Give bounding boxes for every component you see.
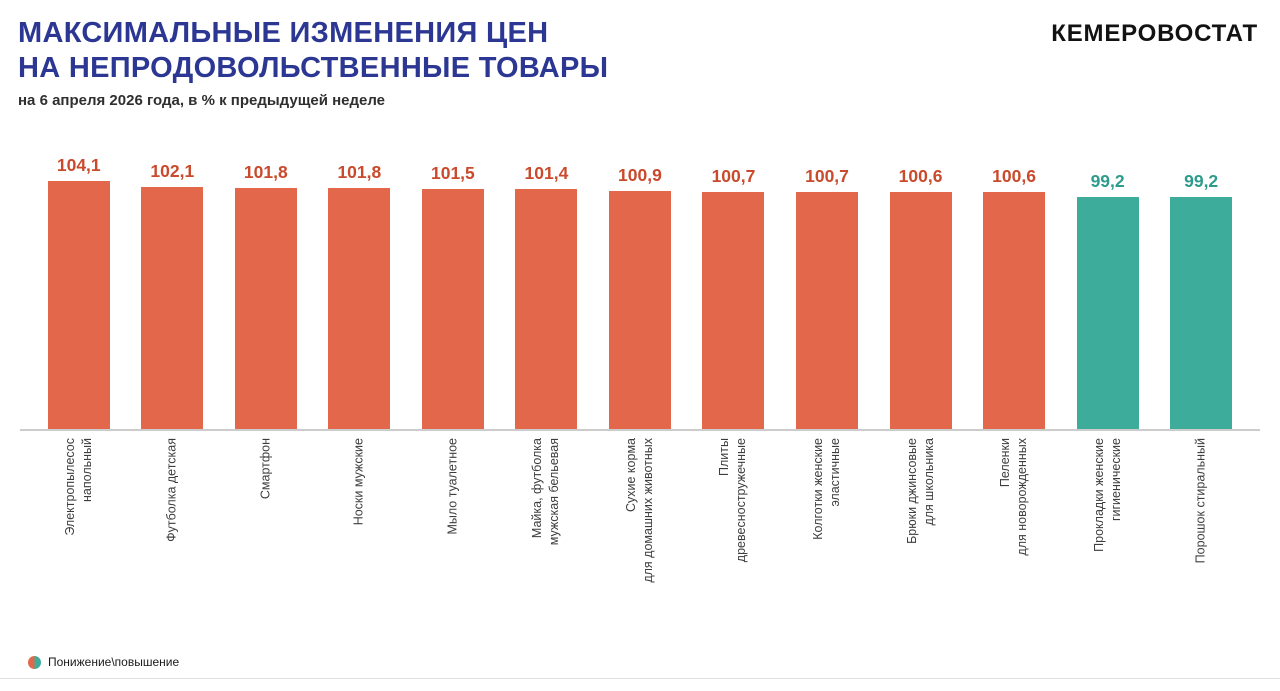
bar	[889, 192, 952, 429]
bar-category-label: Колготки женские эластичные	[780, 431, 874, 643]
bar-column: 100,6	[874, 166, 968, 429]
bar-category-label: Смартфон	[219, 431, 313, 643]
page-title-line2: НА НЕПРОДОВОЛЬСТВЕННЫЕ ТОВАРЫ	[18, 51, 609, 84]
bar-column: 99,2	[1061, 171, 1155, 429]
bar-column: 100,9	[593, 165, 687, 429]
bar-category-text: Плиты древесностружечные	[717, 437, 749, 562]
legend-color-dot-icon	[28, 655, 41, 669]
bar-category-text: Прокладки женские гигиенические	[1091, 437, 1123, 552]
legend: Понижение\повышение	[28, 655, 179, 669]
bar	[141, 187, 204, 429]
bar-category-label: Прокладки женские гигиенические	[1061, 431, 1155, 643]
axis-line	[20, 428, 1260, 431]
bar-value-label: 100,7	[711, 165, 756, 186]
bar-value-label: 99,2	[1090, 170, 1125, 191]
bar-labels: Электропылесос напольный Футболка детская С…	[20, 431, 1260, 643]
bar-column: 101,8	[219, 162, 313, 429]
bar-column: 104,1	[32, 155, 126, 429]
bar-column: 102,1	[126, 161, 220, 429]
bar-value-label: 101,4	[524, 163, 569, 184]
bar-column: 100,6	[967, 166, 1061, 429]
bar-category-text: Смартфон	[258, 437, 273, 499]
bar-column: 100,7	[687, 166, 781, 429]
bar	[1170, 196, 1233, 429]
bar-value-label: 102,1	[150, 161, 195, 182]
bar	[328, 188, 391, 429]
bar	[796, 191, 859, 429]
bar	[421, 189, 484, 429]
bar	[1076, 196, 1139, 429]
page-subtitle: на 6 апреля 2026 года, в % к предыдущей …	[18, 91, 386, 109]
bar	[702, 191, 765, 429]
bar-category-text: Электропылесос напольный	[62, 437, 94, 536]
bar-column: 101,8	[313, 162, 407, 429]
bar-category-label: Брюки джинсовые для школьника	[874, 431, 968, 643]
bar-value-label: 100,6	[992, 166, 1036, 187]
bar-category-text: Футболка детская	[164, 437, 179, 542]
brand-logo: КЕМЕРОВОСТАТ	[1051, 20, 1258, 47]
bar-category-text: Майка, футболка мужская бельевая	[530, 437, 562, 545]
bar-category-label: Сухие корма для домашних животных	[593, 431, 687, 643]
title-block: МАКСИМАЛЬНЫЕ ИЗМЕНЕНИЯ ЦЕН НА НЕПРОДОВОЛ…	[18, 16, 608, 109]
bar	[47, 180, 110, 429]
bar-column: 99,2	[1154, 171, 1248, 429]
bar-category-label: Носки мужские	[313, 431, 407, 643]
bar-column: 101,5	[406, 163, 500, 429]
bar	[234, 188, 297, 429]
bar-value-label: 101,8	[337, 162, 382, 183]
bar-category-label: Порошок стиральный	[1154, 431, 1248, 643]
bar-category-text: Пеленки для новорожденных	[998, 437, 1030, 556]
bar-plot: 104,1 102,1 101,8 101,8 101,5 101,4 100,9 100,7…	[20, 151, 1260, 429]
bar-category-label: Мыло туалетное	[406, 431, 500, 643]
bar-value-label: 104,1	[56, 154, 101, 175]
bar-column: 100,7	[780, 166, 874, 429]
bar-value-label: 101,5	[430, 163, 475, 184]
bar	[608, 191, 671, 429]
bar-value-label: 101,8	[243, 162, 288, 183]
bar-category-text: Сухие корма для домашних животных	[624, 437, 655, 583]
bar-category-text: Порошок стиральный	[1193, 437, 1208, 563]
bar-category-label: Электропылесос напольный	[32, 431, 126, 643]
bar-category-text: Колготки женские эластичные	[811, 437, 843, 540]
page-title-line1: МАКСИМАЛЬНЫЕ ИЗМЕНЕНИЯ ЦЕН	[18, 17, 549, 49]
bar-category-text: Мыло туалетное	[445, 437, 460, 535]
bar	[983, 192, 1046, 429]
bar-value-label: 99,2	[1184, 170, 1219, 191]
bar-category-text: Носки мужские	[351, 437, 366, 525]
bar-category-label: Пеленки для новорожденных	[967, 431, 1061, 643]
bar-category-label: Майка, футболка мужская бельевая	[500, 431, 594, 643]
bar-value-label: 100,9	[618, 165, 662, 186]
legend-label: Понижение\повышение	[48, 655, 180, 669]
bar	[515, 189, 578, 429]
bar-value-label: 100,6	[898, 166, 943, 187]
bar-category-label: Футболка детская	[126, 431, 220, 643]
bar-column: 101,4	[500, 163, 594, 429]
bottom-divider	[0, 678, 1280, 679]
bar-category-text: Брюки джинсовые для школьника	[904, 437, 936, 544]
header: МАКСИМАЛЬНЫЕ ИЗМЕНЕНИЯ ЦЕН НА НЕПРОДОВОЛ…	[0, 0, 1280, 109]
bar-value-label: 100,7	[805, 165, 849, 186]
bar-category-label: Плиты древесностружечные	[687, 431, 781, 643]
bar-chart: 104,1 102,1 101,8 101,8 101,5 101,4 100,9 100,7…	[0, 151, 1280, 643]
